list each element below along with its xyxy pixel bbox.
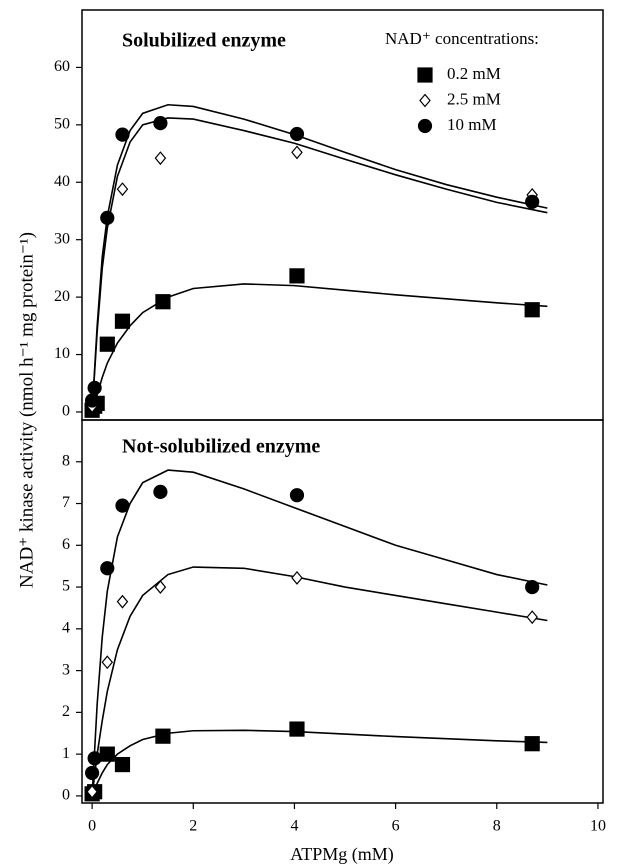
marker-diamond — [291, 145, 303, 160]
y-tick-label: 2 — [62, 703, 70, 720]
y-tick-label: 30 — [54, 230, 70, 247]
marker-square — [114, 756, 131, 773]
y-tick-label: 60 — [54, 58, 70, 75]
marker-circle — [289, 126, 305, 142]
marker-square — [417, 67, 433, 83]
marker-square — [289, 268, 305, 284]
y-tick-label: 20 — [54, 288, 70, 305]
marker-diamond — [419, 93, 431, 108]
y-tick-label: 6 — [62, 536, 70, 553]
fit-curve — [91, 566, 548, 796]
legend-label: 10 mM — [447, 115, 497, 134]
marker-square — [524, 736, 540, 752]
fit-curve — [91, 103, 548, 413]
marker-circle — [87, 751, 102, 766]
y-tick-label: 4 — [62, 620, 70, 637]
x-axis-label: ATPMg (mM) — [290, 844, 394, 865]
marker-square — [99, 336, 115, 352]
x-tick-label: 6 — [392, 818, 400, 835]
marker-circle — [153, 116, 168, 131]
fit-curve — [91, 283, 548, 413]
marker-diamond — [526, 610, 538, 625]
marker-square — [99, 746, 115, 762]
x-tick-label: 10 — [590, 818, 606, 835]
marker-circle — [289, 488, 305, 503]
marker-circle — [115, 498, 130, 513]
marker-square — [289, 721, 305, 737]
marker-diamond — [101, 655, 114, 670]
y-tick-label: 0 — [62, 787, 70, 804]
plot-frame — [81, 9, 604, 421]
legend-title: NAD⁺ concentrations: — [385, 29, 539, 48]
marker-circle — [417, 118, 433, 134]
marker-circle — [525, 579, 540, 595]
marker-diamond — [154, 580, 167, 595]
y-tick-label: 40 — [54, 173, 70, 190]
marker-square — [155, 728, 171, 744]
marker-diamond — [116, 182, 129, 197]
y-tick-label: 50 — [54, 116, 70, 133]
marker-circle — [153, 484, 168, 499]
y-axis-label: NAD⁺ kinase activity (nmol h⁻¹ mg protei… — [16, 232, 37, 588]
marker-circle — [525, 194, 540, 209]
marker-square — [155, 294, 171, 310]
marker-diamond — [291, 570, 303, 585]
marker-circle — [85, 393, 100, 408]
legend-label: 2.5 mM — [447, 89, 501, 108]
y-tick-label: 5 — [62, 578, 70, 595]
marker-circle — [100, 210, 115, 225]
marker-diamond — [116, 594, 129, 609]
marker-diamond — [154, 151, 167, 166]
panel-title: Not-solubilized enzyme — [122, 436, 320, 458]
x-tick-label: 2 — [189, 818, 197, 835]
x-tick-label: 8 — [493, 818, 501, 835]
marker-square — [524, 302, 540, 318]
y-tick-label: 3 — [62, 661, 70, 678]
fit-curve — [91, 117, 548, 413]
plot-frame — [81, 419, 604, 804]
marker-circle — [87, 380, 102, 395]
y-tick-label: 8 — [62, 452, 70, 469]
y-tick-label: 7 — [62, 494, 70, 511]
marker-circle — [100, 561, 115, 576]
fit-curve — [91, 729, 548, 797]
x-tick-label: 0 — [88, 818, 96, 835]
y-tick-label: 0 — [62, 403, 70, 420]
y-tick-label: 10 — [54, 345, 70, 362]
x-tick-label: 4 — [290, 818, 298, 835]
fit-curve — [91, 469, 548, 796]
y-tick-label: 1 — [62, 745, 70, 762]
panel-title: Solubilized enzyme — [122, 30, 286, 52]
legend-label: 0.2 mM — [447, 64, 501, 83]
marker-diamond — [86, 784, 98, 799]
marker-square — [114, 313, 131, 329]
marker-circle — [115, 127, 130, 142]
marker-circle — [85, 765, 100, 781]
